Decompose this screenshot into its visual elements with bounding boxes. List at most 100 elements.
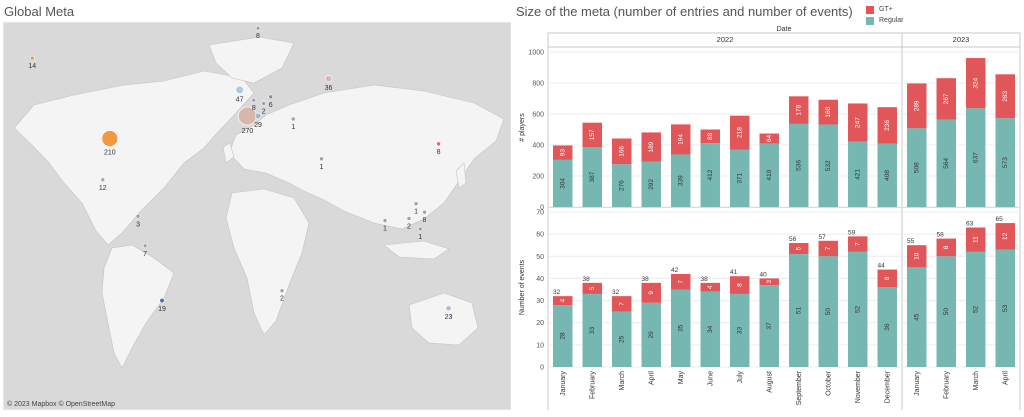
map-point-13 bbox=[142, 243, 148, 249]
bar-gtplus-1-0 bbox=[553, 296, 573, 305]
bar-gtplus-0-6 bbox=[730, 115, 750, 150]
label-regular-0-2: 276 bbox=[618, 180, 625, 191]
legend-label-gt-plus: GT+ bbox=[879, 6, 893, 13]
bar-regular-1-5 bbox=[700, 291, 720, 367]
y-tick-0-1000: 1000 bbox=[528, 50, 544, 57]
bar-gtplus-0-8 bbox=[789, 96, 809, 124]
bar-gtplus-1-11 bbox=[877, 269, 897, 288]
bar-regular-1-13 bbox=[936, 256, 956, 367]
map-point-label-21: 1 bbox=[418, 234, 422, 241]
label-total-1-12: 55 bbox=[907, 238, 915, 245]
column-header-date: Date bbox=[777, 26, 792, 33]
bar-regular-0-0 bbox=[553, 159, 573, 207]
label-gtplus-1-13: 8 bbox=[943, 245, 950, 249]
x-tick-7: August bbox=[766, 371, 773, 393]
label-total-1-11: 44 bbox=[878, 263, 886, 270]
label-gtplus-1-3: 9 bbox=[648, 291, 655, 295]
label-gtplus-0-5: 88 bbox=[707, 132, 714, 140]
map-point-15 bbox=[261, 101, 266, 106]
land-uk bbox=[222, 142, 235, 164]
x-tick-0: January bbox=[560, 371, 567, 396]
legend-item-gt-plus[interactable]: GT+ bbox=[866, 4, 904, 15]
x-tick-2: March bbox=[619, 371, 626, 391]
map-point-label-13: 7 bbox=[143, 251, 147, 258]
bar-regular-0-1 bbox=[582, 147, 602, 207]
bar-regular-1-11 bbox=[877, 287, 897, 367]
y-tick-1-30: 30 bbox=[536, 298, 544, 305]
label-gtplus-0-15: 283 bbox=[1002, 90, 1009, 101]
label-gtplus-1-2: 7 bbox=[618, 302, 625, 306]
label-gtplus-0-8: 178 bbox=[795, 104, 802, 115]
label-regular-0-1: 387 bbox=[589, 171, 596, 182]
y-tick-1-0: 0 bbox=[540, 365, 544, 372]
label-total-1-14: 63 bbox=[966, 221, 974, 228]
label-regular-1-4: 35 bbox=[677, 324, 684, 332]
map-point-6 bbox=[159, 297, 165, 304]
bar-gtplus-0-1 bbox=[582, 122, 602, 148]
map-point-label-2: 47 bbox=[236, 97, 244, 104]
label-regular-1-5: 34 bbox=[707, 325, 714, 333]
label-regular-0-13: 564 bbox=[943, 157, 950, 168]
year-header-2022: 2022 bbox=[717, 35, 734, 44]
map-point-2 bbox=[235, 85, 244, 94]
map-point-12 bbox=[436, 141, 441, 147]
world-map[interactable]: 210 270 47 29 36 6 19 23 14 12 8 8 8 7 3 2 2 2 1 1 1 1 1 8 © 20… bbox=[3, 22, 511, 410]
map-point-label-10: 8 bbox=[252, 105, 256, 112]
label-regular-0-15: 573 bbox=[1002, 157, 1009, 168]
map-point-16 bbox=[406, 216, 412, 221]
label-regular-1-3: 29 bbox=[648, 331, 655, 339]
label-regular-0-5: 412 bbox=[707, 169, 714, 180]
bar-regular-1-15 bbox=[995, 249, 1015, 367]
map-point-label-20: 1 bbox=[414, 209, 418, 216]
label-gtplus-0-4: 194 bbox=[677, 134, 684, 145]
bar-regular-0-10 bbox=[848, 141, 868, 207]
x-tick-15: April bbox=[1002, 371, 1009, 385]
label-gtplus-1-9: 7 bbox=[825, 246, 832, 250]
label-regular-1-0: 28 bbox=[559, 332, 566, 340]
land-north-america bbox=[13, 70, 255, 246]
legend-item-regular[interactable]: Regular bbox=[866, 15, 904, 26]
label-regular-0-11: 408 bbox=[884, 170, 891, 181]
map-point-9 bbox=[100, 177, 106, 183]
label-regular-1-1: 33 bbox=[589, 326, 596, 334]
map-point-5 bbox=[268, 94, 274, 100]
y-tick-0-0: 0 bbox=[540, 205, 544, 212]
label-regular-0-7: 410 bbox=[766, 169, 773, 180]
label-regular-0-12: 508 bbox=[913, 162, 920, 173]
bar-gtplus-1-5 bbox=[700, 282, 720, 292]
y-tick-1-40: 40 bbox=[536, 276, 544, 283]
map-point-8 bbox=[29, 55, 35, 61]
label-regular-0-14: 637 bbox=[972, 152, 979, 163]
label-total-1-15: 65 bbox=[996, 216, 1004, 223]
bar-regular-1-1 bbox=[582, 293, 602, 367]
label-gtplus-0-3: 189 bbox=[648, 141, 655, 152]
y-tick-0-600: 600 bbox=[532, 112, 544, 119]
y-tick-1-60: 60 bbox=[536, 232, 544, 239]
legend-label-regular: Regular bbox=[879, 17, 904, 24]
bar-gtplus-1-10 bbox=[848, 236, 868, 252]
label-regular-0-10: 421 bbox=[854, 169, 861, 180]
bar-regular-0-2 bbox=[612, 164, 632, 207]
bar-regular-1-3 bbox=[641, 302, 661, 367]
bar-regular-0-6 bbox=[730, 149, 750, 207]
land-eurasia bbox=[228, 84, 505, 230]
map-point-20 bbox=[413, 201, 419, 207]
x-tick-4: May bbox=[678, 371, 685, 385]
label-total-1-0: 32 bbox=[553, 289, 561, 296]
bar-regular-1-9 bbox=[818, 256, 838, 367]
bar-gtplus-0-0 bbox=[553, 145, 573, 160]
bar-regular-0-3 bbox=[641, 161, 661, 207]
land-greenland bbox=[208, 36, 295, 84]
label-gtplus-1-12: 10 bbox=[913, 252, 920, 260]
label-regular-1-13: 50 bbox=[943, 308, 950, 316]
map-point-14 bbox=[135, 214, 141, 219]
label-total-1-9: 57 bbox=[819, 234, 827, 241]
map-point-label-3: 29 bbox=[254, 122, 262, 129]
map-point-17 bbox=[279, 288, 285, 293]
label-gtplus-0-6: 218 bbox=[736, 127, 743, 138]
y-label-1: Number of events bbox=[519, 259, 526, 315]
chart-legend[interactable]: GT+ Regular bbox=[866, 4, 904, 26]
